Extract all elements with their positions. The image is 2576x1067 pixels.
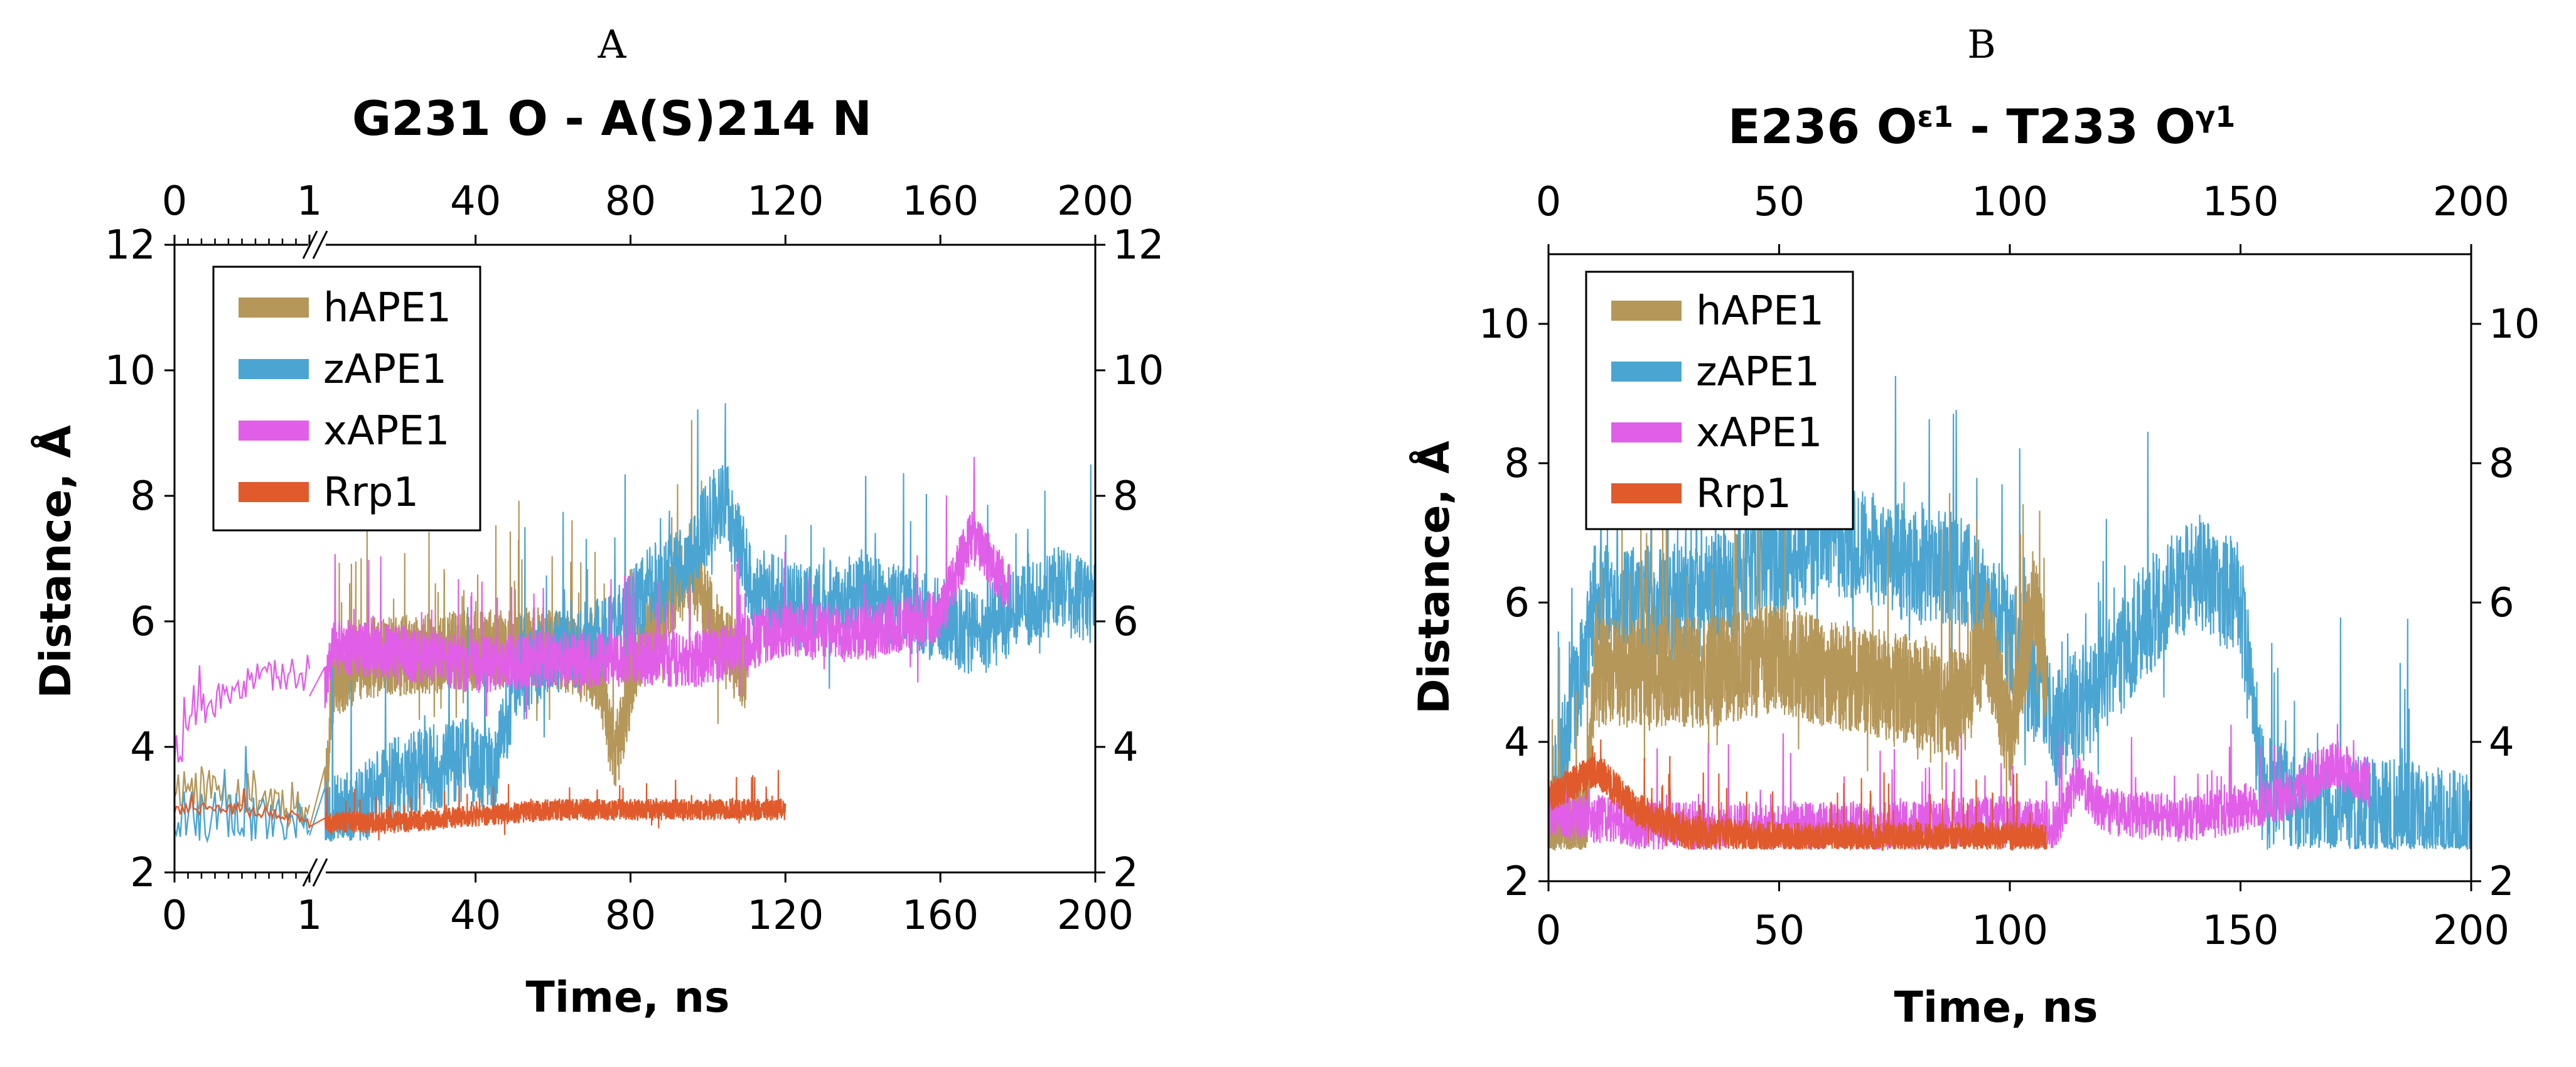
- panel-b-ylabel: Distance, Å: [1409, 441, 1459, 714]
- panel-a-xlabel: Time, ns: [525, 973, 729, 1022]
- panel-a-line-xAPE1-seg1: [174, 655, 311, 763]
- panel-b-ytick-label-left: 6: [1504, 580, 1530, 626]
- panel-a-ytick-label-right: 8: [1113, 473, 1139, 520]
- panel-a-xtick-label-bottom: 40: [450, 893, 501, 939]
- panel-a-legend-label-zAPE1: zAPE1: [323, 346, 447, 393]
- panel-b-legend-label-hAPE1: hAPE1: [1696, 288, 1824, 335]
- panel-b-series-Rrp1: [1548, 739, 2047, 852]
- panel-b-xtick-label-top: 200: [2433, 179, 2509, 225]
- panel-b-xtick-label-top: 100: [1972, 179, 2048, 225]
- panel-b-ytick-label-left: 10: [1479, 301, 1530, 348]
- panel-a-xtick-label-bottom: 80: [605, 893, 656, 939]
- panel-b-line-Rrp1: [1548, 739, 2047, 852]
- panel-b-ytick-label-left: 4: [1504, 719, 1530, 766]
- panel-a-ylabel: Distance, Å: [31, 425, 81, 699]
- panel-a-xtick-label-top: 120: [747, 178, 824, 225]
- panel-a-series-zAPE1: [174, 403, 1095, 844]
- panel-a-line-Rrp1-seg2: [309, 769, 786, 841]
- panel-b-legend-label-Rrp1: Rrp1: [1696, 471, 1791, 517]
- panel-a-xtick-label-bottom: 1: [297, 893, 323, 939]
- panel-a-xtick-label-bottom: 200: [1057, 893, 1134, 939]
- panel-a-xtick-label-top: 0: [162, 178, 188, 225]
- panel-b-xtick-label-bottom: 0: [1536, 908, 1562, 954]
- panel-b-xtick-label-bottom: 50: [1754, 908, 1805, 954]
- panel-a-xtick-label-bottom: 120: [747, 893, 824, 939]
- panel-a-line-Rrp1-seg1: [174, 788, 311, 829]
- panel-b-title-part2: - T233 O: [1953, 99, 2196, 154]
- panel-b-legend-swatch-xAPE1: [1611, 422, 1682, 442]
- panel-a-ytick-label-right: 2: [1113, 850, 1139, 896]
- panel-a-ytick-label-left: 2: [130, 850, 156, 896]
- panel-b-ytick-label-left: 2: [1504, 859, 1530, 905]
- panel-a-line-zAPE1-seg2: [308, 403, 1095, 842]
- panel-a-xtick-label-top: 40: [450, 178, 501, 225]
- panel-b-legend-swatch-zAPE1: [1611, 362, 1682, 382]
- panel-b-title-sup2: γ1: [2196, 100, 2235, 134]
- panel-b-ytick-label-left: 8: [1504, 441, 1530, 487]
- panel-a-legend-label-hAPE1: hAPE1: [323, 285, 451, 331]
- panel-a-legend-swatch-zAPE1: [239, 359, 309, 379]
- panel-b-title-part1: E236 O: [1728, 99, 1918, 154]
- panel-a-ytick-label-right: 4: [1113, 724, 1139, 771]
- panel-a-xtick-label-top: 200: [1057, 178, 1134, 225]
- panel-a-legend-swatch-xAPE1: [239, 421, 309, 441]
- panel-b-legend-label-zAPE1: zAPE1: [1696, 349, 1820, 395]
- panel-a-line-zAPE1-seg1: [174, 746, 311, 844]
- panel-a-ytick-label-left: 10: [105, 348, 156, 394]
- panel-b-xlabel: Time, ns: [1894, 983, 2098, 1032]
- panel-b-xtick-label-bottom: 100: [1972, 908, 2048, 954]
- panel-a-legend-label-xAPE1: xAPE1: [323, 408, 449, 454]
- panel-b-xtick-label-top: 50: [1754, 179, 1805, 225]
- panel-a-legend-label-Rrp1: Rrp1: [323, 469, 419, 516]
- panel-a-legend-swatch-Rrp1: [239, 482, 309, 502]
- panel-a-xtick-label-top: 1: [297, 178, 323, 225]
- panel-a-xtick-label-top: 80: [605, 178, 656, 225]
- panel-a-ytick-label-right: 10: [1113, 348, 1164, 394]
- panel-a-ytick-label-right: 6: [1113, 599, 1139, 645]
- panel-b-line-hAPE1: [1548, 481, 2047, 852]
- panel-a-xtick-label-bottom: 160: [902, 893, 979, 939]
- panel-b-xtick-label-bottom: 200: [2433, 908, 2509, 954]
- panel-a-xtick-label-top: 1: [297, 178, 323, 225]
- panel-b-plot: 2 24 46 68 810 10005050100100150150200200hAPE…: [1479, 179, 2540, 954]
- panel-b-ytick-label-right: 2: [2489, 859, 2514, 905]
- panel-b-xtick-label-top: 0: [1536, 179, 1562, 225]
- panel-a-legend-swatch-hAPE1: [239, 298, 309, 318]
- panel-b-letter: B: [1967, 21, 1996, 67]
- panel-a-ytick-label-right: 12: [1113, 222, 1164, 269]
- panel-a-axis-break-mark: [312, 230, 328, 259]
- panel-a-letter: A: [598, 21, 627, 67]
- panel-a-line-xAPE1-seg2: [309, 456, 1011, 719]
- panel-a-ytick-label-left: 12: [105, 222, 156, 269]
- panel-a-ytick-label-left: 8: [130, 473, 156, 520]
- panel-a-title: G231 O - A(S)214 N: [352, 90, 872, 146]
- panel-b-legend-swatch-hAPE1: [1611, 301, 1682, 321]
- panel-a-xtick-label-top: 160: [902, 178, 979, 225]
- panel-b-title: E236 Oε1 - T233 Oγ1: [1728, 99, 2236, 154]
- panel-b-ytick-label-right: 4: [2489, 719, 2514, 766]
- panel-b-xtick-label-bottom: 150: [2202, 908, 2278, 954]
- panel-a-axis-break-mark: [312, 858, 328, 887]
- panel-b-legend-label-xAPE1: xAPE1: [1696, 410, 1822, 456]
- panel-a-ytick-label-left: 4: [130, 724, 156, 771]
- panel-b-series-hAPE1: [1548, 481, 2047, 852]
- panel-a-xtick-label-bottom: 1: [297, 893, 323, 939]
- panel-a-series-Rrp1: [174, 769, 786, 841]
- panel-b-ytick-label-right: 6: [2489, 580, 2514, 626]
- panel-b-ytick-label-right: 8: [2489, 441, 2514, 487]
- panel-b-title-sup1: ε1: [1917, 100, 1953, 134]
- panel-b-ytick-label-right: 10: [2489, 301, 2540, 348]
- panel-a-ytick-label-left: 6: [130, 599, 156, 645]
- panel-b-legend-swatch-Rrp1: [1611, 483, 1682, 503]
- panel-b-xtick-label-top: 150: [2202, 179, 2278, 225]
- panel-a-xtick-label-bottom: 0: [162, 893, 188, 939]
- panel-a-series-xAPE1: [174, 456, 1011, 763]
